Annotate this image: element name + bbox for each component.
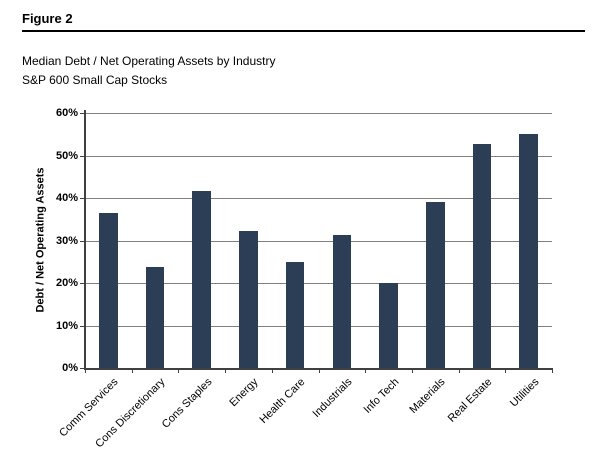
chart-title-line2: S&P 600 Small Cap Stocks (22, 73, 168, 87)
x-axis-line (84, 368, 552, 370)
y-tick-label: 30% (55, 234, 78, 247)
x-tick-mark (271, 368, 273, 373)
gridline (85, 240, 552, 242)
chart-title-line1: Median Debt / Net Operating Assets by In… (22, 54, 276, 68)
gridline (85, 155, 552, 157)
bar (192, 190, 212, 368)
y-tick-label: 20% (55, 277, 78, 289)
y-tick-label: 0% (62, 362, 78, 374)
x-tick-mark (178, 368, 180, 373)
gridline (85, 198, 552, 199)
gridline (85, 113, 552, 114)
x-tick-mark (225, 368, 227, 373)
bar (519, 133, 538, 368)
x-tick-mark (552, 368, 553, 373)
gridline (85, 283, 552, 284)
bar (425, 201, 445, 368)
x-tick-mark (365, 368, 367, 373)
chart-title: Median Debt / Net Operating Assets by In… (22, 52, 275, 90)
y-tick-mark (80, 198, 85, 199)
bar (472, 144, 492, 368)
bar (332, 234, 352, 368)
y-tick-label: 60% (55, 107, 78, 119)
x-tick-mark (411, 368, 413, 373)
x-tick-mark (318, 368, 320, 373)
y-tick-mark (80, 240, 85, 242)
bar (99, 212, 118, 368)
bar (285, 261, 305, 368)
y-axis-title: Debt / Net Operating Assets (34, 166, 46, 313)
y-tick-label: 40% (55, 192, 78, 204)
y-tick-mark (80, 325, 85, 327)
y-axis-line (84, 110, 86, 370)
bar (379, 283, 398, 368)
y-tick-label: 50% (55, 149, 78, 162)
x-tick-mark (85, 368, 86, 373)
x-tick-mark (505, 368, 507, 373)
header-rule (22, 30, 585, 32)
figure-label: Figure 2 (22, 11, 73, 26)
bar (145, 267, 165, 368)
bar (239, 231, 258, 368)
y-tick-mark (80, 113, 85, 114)
y-tick-mark (80, 155, 85, 157)
y-tick-label: 10% (55, 319, 78, 332)
x-tick-label: Comm Services (57, 376, 121, 440)
y-tick-mark (80, 368, 85, 369)
x-tick-mark (458, 368, 460, 373)
y-tick-mark (80, 283, 85, 284)
gridline (85, 325, 552, 327)
x-tick-mark (131, 368, 133, 373)
